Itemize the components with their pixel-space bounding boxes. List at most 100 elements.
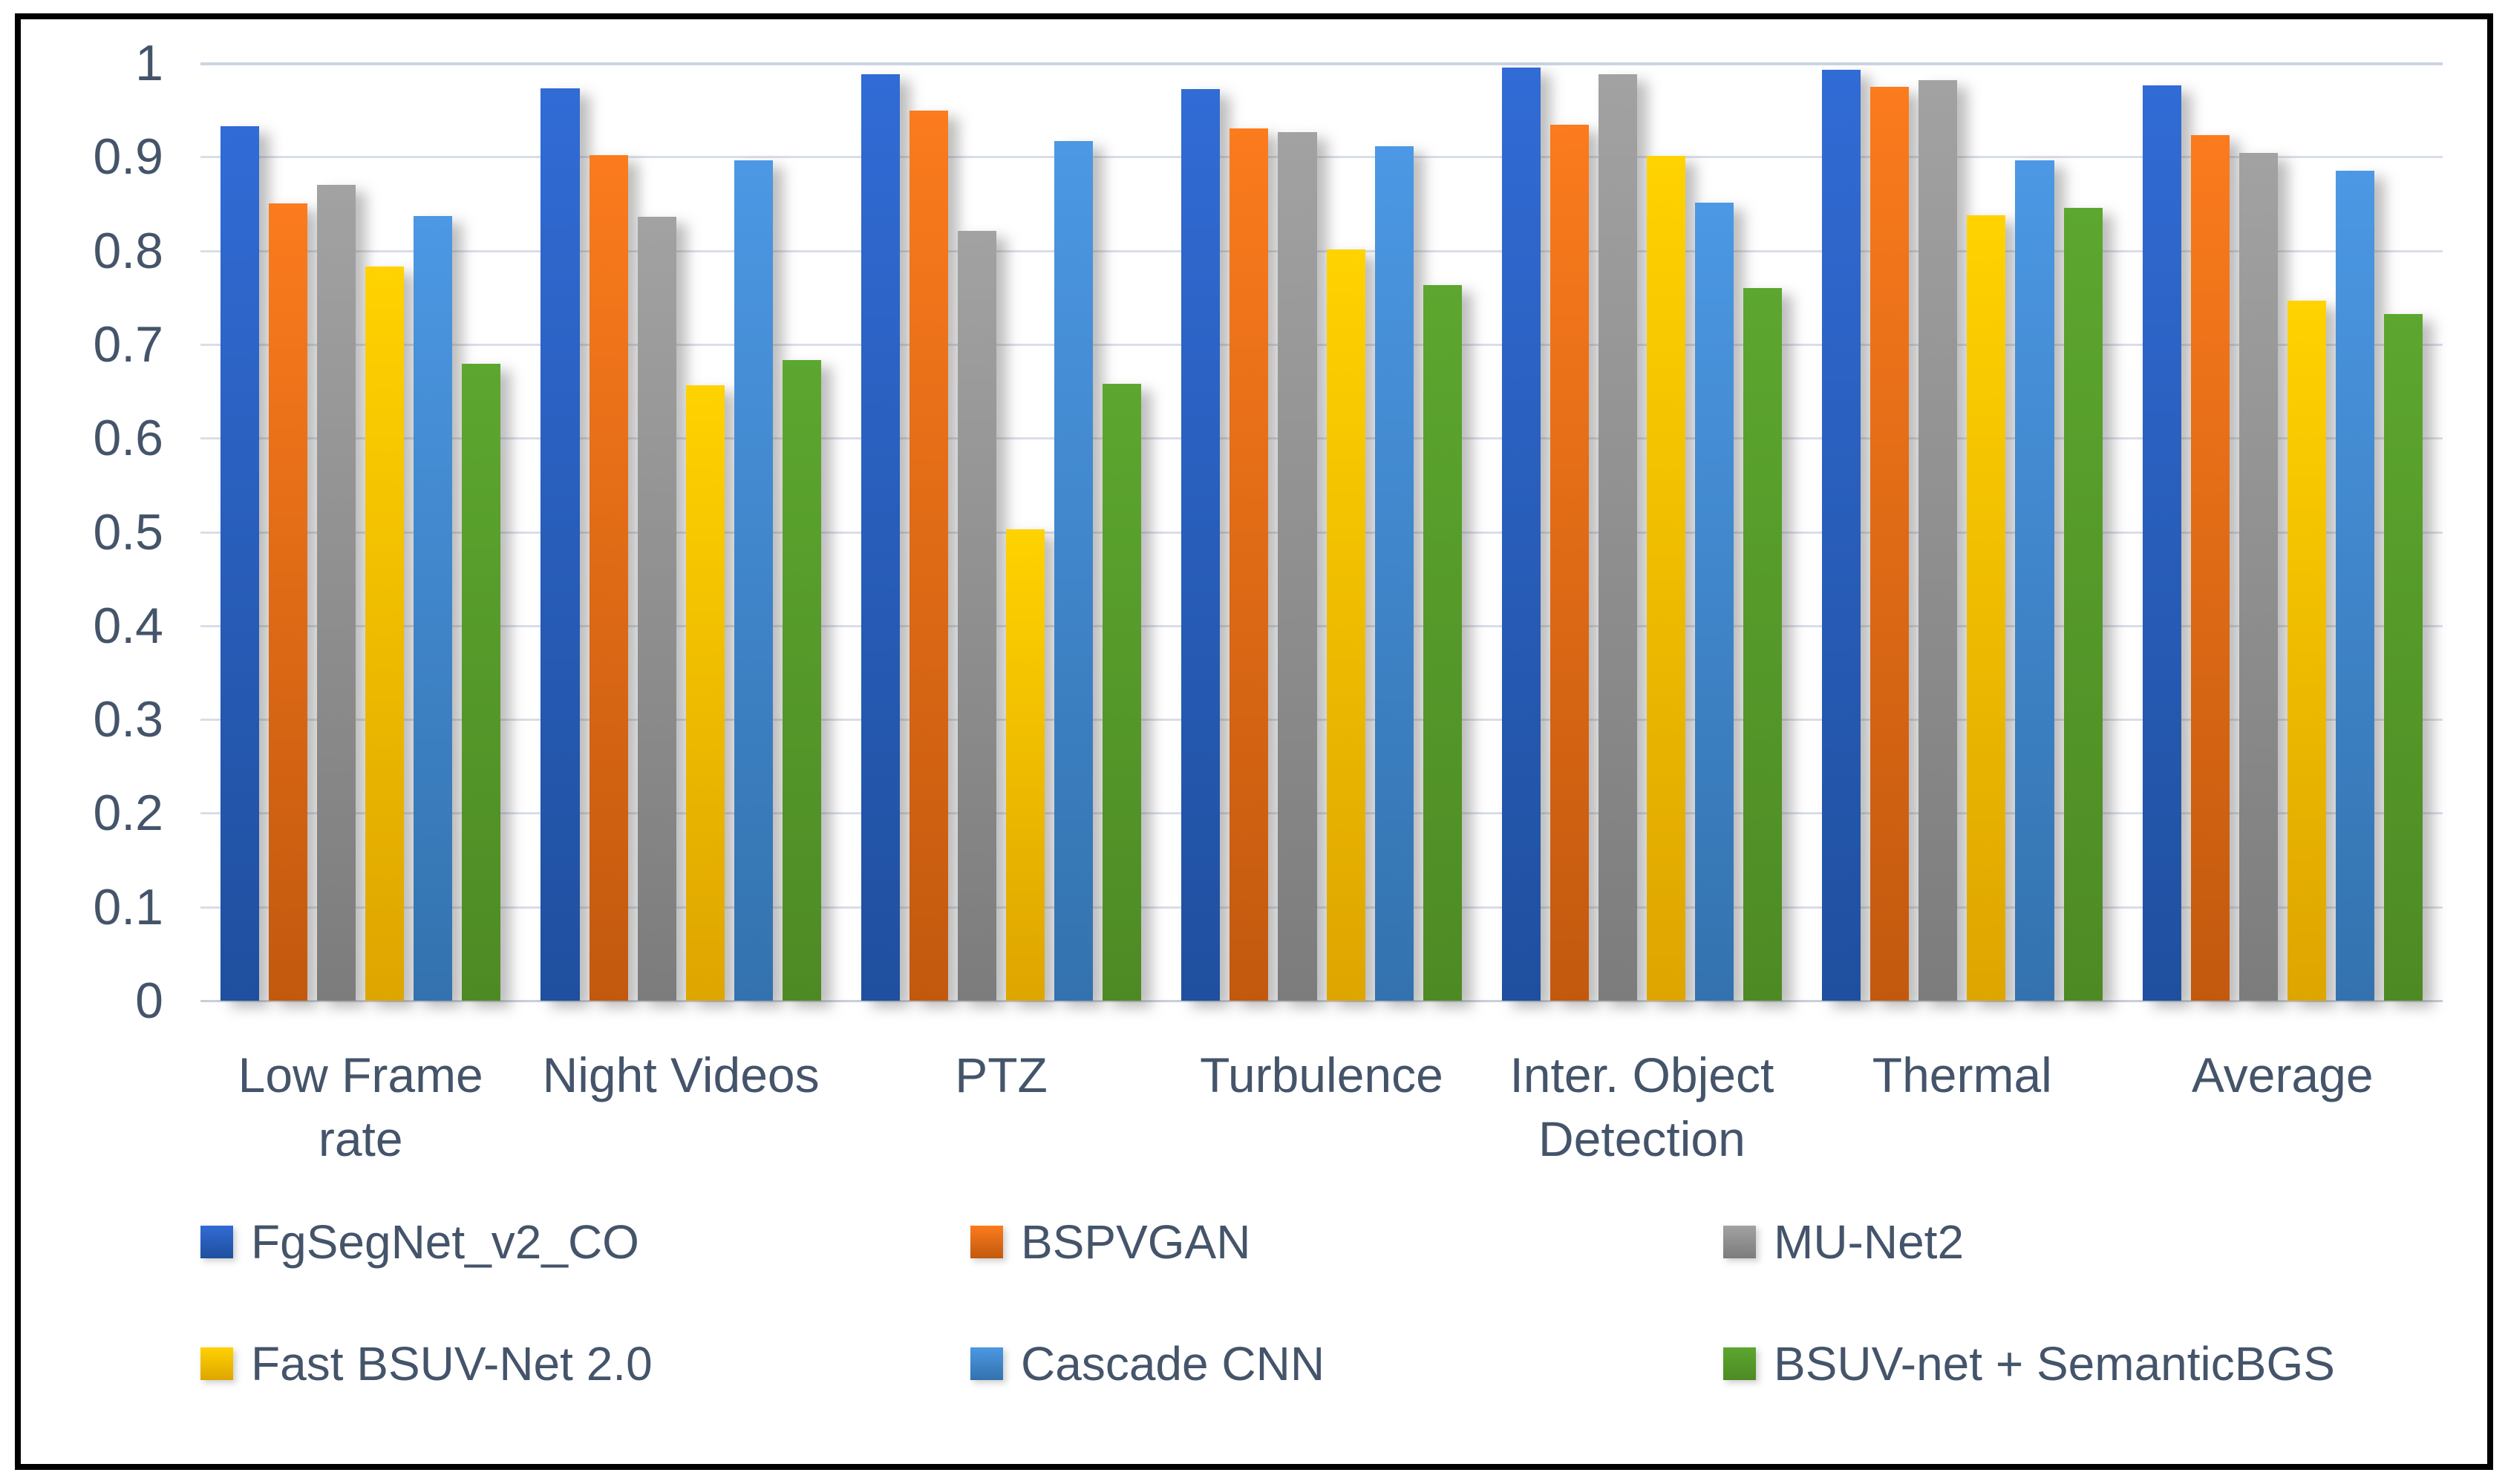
y-tick-label: 0.4 <box>93 597 163 654</box>
bar <box>782 360 821 1001</box>
gridline <box>200 343 2443 346</box>
gridline <box>200 437 2443 440</box>
bar <box>1229 128 1269 1001</box>
gridline <box>200 812 2443 815</box>
bar <box>2287 300 2326 1001</box>
legend-marker-icon <box>970 1226 1003 1258</box>
y-tick-label: 1 <box>135 35 163 91</box>
bar <box>221 125 260 1001</box>
bar-group <box>2123 63 2443 1001</box>
bar <box>1423 285 1462 1001</box>
x-axis-labels: Low Frame rate Night Videos PTZ Turbulence I… <box>200 1044 2443 1171</box>
legend-label: FgSegNet_v2_CO <box>251 1215 639 1269</box>
gridline <box>200 62 2443 65</box>
bar-group <box>841 63 1161 1001</box>
bar <box>2063 207 2103 1001</box>
legend-label: MU-Net2 <box>1774 1215 1965 1269</box>
bar <box>685 385 725 1001</box>
legend-marker-icon <box>200 1347 233 1380</box>
x-category-label: Average <box>2191 1047 2374 1102</box>
legend-item: MU-Net2 <box>1723 1215 1965 1269</box>
bar <box>589 154 628 1001</box>
bar <box>1695 203 1734 1001</box>
bar <box>2238 153 2278 1001</box>
bar <box>1743 288 1783 1001</box>
bar-group <box>1802 63 2122 1001</box>
legend-item: Cascade CNN <box>970 1337 1325 1390</box>
bar <box>1006 529 1045 1001</box>
bar <box>317 185 356 1001</box>
gridline <box>200 1000 2443 1002</box>
bar <box>1967 215 2006 1001</box>
bar <box>269 203 308 1001</box>
legend-marker-icon <box>1723 1226 1756 1258</box>
y-tick-label: 0.5 <box>93 503 163 560</box>
bar <box>1870 86 1910 1001</box>
y-axis: 1 0.9 0.8 0.7 0.6 0.5 0.4 0.3 0.2 0.1 0 <box>21 35 163 1029</box>
bar <box>2383 314 2423 1001</box>
y-tick-label: 0.8 <box>93 222 163 279</box>
bar <box>365 267 405 1001</box>
bar <box>462 364 501 1001</box>
legend-label: Fast BSUV-Net 2.0 <box>251 1337 653 1390</box>
legend-item: BSUV-net + SemanticBGS <box>1723 1337 2335 1390</box>
bar <box>909 111 948 1001</box>
x-category-label: Thermal <box>1872 1047 2052 1102</box>
chart-border: 1 0.9 0.8 0.7 0.6 0.5 0.4 0.3 0.2 0.1 0 Low Frame … <box>15 13 2493 1470</box>
bar <box>1501 68 1541 1001</box>
plot-area <box>200 62 2443 1002</box>
gridline <box>200 531 2443 534</box>
x-category-label: PTZ <box>955 1047 1048 1102</box>
x-category-label: Turbulence <box>1200 1047 1443 1102</box>
y-tick-label: 0 <box>135 973 163 1029</box>
bar-group <box>1161 63 1481 1001</box>
bar <box>1374 146 1414 1001</box>
bar <box>2015 160 2054 1001</box>
gridline <box>200 719 2443 722</box>
bar <box>958 231 997 1001</box>
legend-marker-icon <box>970 1347 1003 1380</box>
bar-groups <box>200 63 2443 1001</box>
y-tick-label: 0.3 <box>93 691 163 748</box>
legend-label: Cascade CNN <box>1021 1337 1325 1390</box>
bar <box>861 74 900 1001</box>
x-category-label: Low Frame rate <box>238 1047 483 1166</box>
gridline <box>200 249 2443 252</box>
bar <box>541 88 580 1001</box>
y-tick-label: 0.1 <box>93 878 163 935</box>
y-tick-label: 0.9 <box>93 128 163 186</box>
bar <box>1326 249 1365 1001</box>
bar <box>2190 135 2230 1001</box>
y-tick-label: 0.6 <box>93 410 163 467</box>
bar <box>734 160 773 1001</box>
x-category-label: Inter. Object Detection <box>1509 1047 1774 1166</box>
gridline <box>200 624 2443 627</box>
bar-group <box>520 63 840 1001</box>
x-category-label: Night Videos <box>542 1047 820 1102</box>
bar <box>1822 69 1861 1001</box>
legend-marker-icon <box>1723 1347 1756 1380</box>
legend-item: FgSegNet_v2_CO <box>200 1215 639 1269</box>
legend-item: Fast BSUV-Net 2.0 <box>200 1337 653 1390</box>
gridline <box>200 906 2443 909</box>
bar <box>1549 125 1589 1001</box>
y-tick-label: 0.2 <box>93 785 163 842</box>
bar <box>1646 156 1685 1001</box>
bar <box>414 215 453 1001</box>
bar <box>637 217 676 1001</box>
gridline <box>200 156 2443 159</box>
legend-label: BSPVGAN <box>1021 1215 1251 1269</box>
legend-marker-icon <box>200 1226 233 1258</box>
bar <box>2142 85 2181 1001</box>
bar-group <box>1482 63 1802 1001</box>
bar <box>1598 74 1637 1001</box>
legend-item: BSPVGAN <box>970 1215 1251 1269</box>
bar <box>1278 132 1317 1001</box>
bar <box>1918 79 1958 1001</box>
legend-label: BSUV-net + SemanticBGS <box>1774 1337 2335 1390</box>
bar <box>1103 383 1142 1001</box>
chart-content: 1 0.9 0.8 0.7 0.6 0.5 0.4 0.3 0.2 0.1 0 Low Frame … <box>21 19 2487 1464</box>
y-tick-label: 0.7 <box>93 316 163 373</box>
bar <box>1054 140 1094 1001</box>
bar <box>1181 89 1221 1001</box>
